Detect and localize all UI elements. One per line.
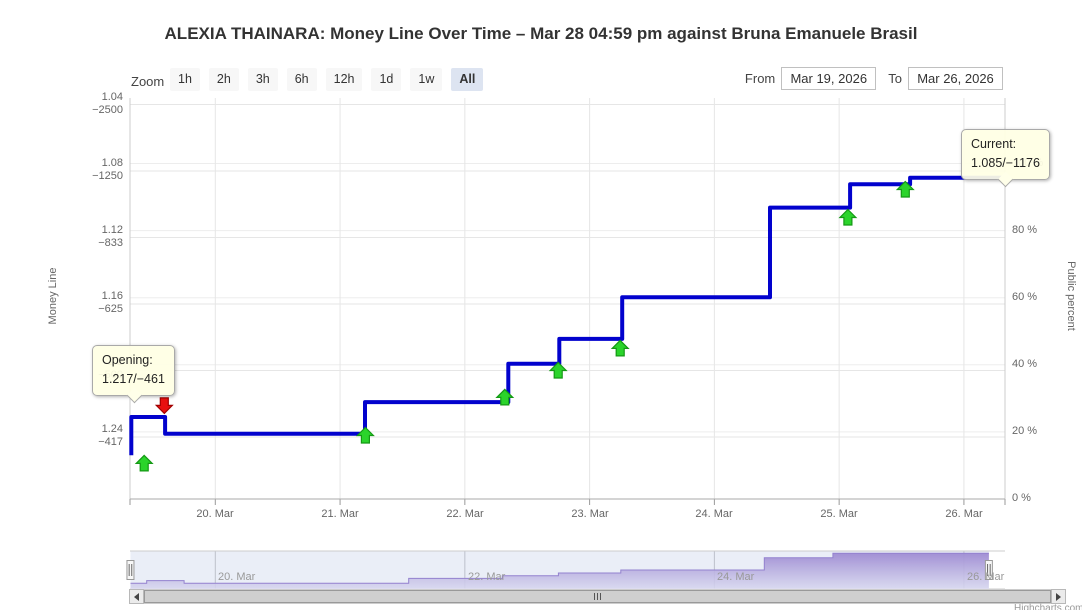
odds-up-marker-icon — [495, 388, 515, 406]
scrollbar-grip-icon — [594, 593, 595, 600]
to-label: To — [888, 71, 902, 86]
navigator-handle-left[interactable] — [126, 560, 135, 580]
zoom-button-12h[interactable]: 12h — [325, 68, 363, 91]
zoom-button-6h[interactable]: 6h — [286, 68, 317, 91]
scroll-right-icon — [1056, 592, 1061, 601]
scrollbar-thumb[interactable] — [144, 590, 1051, 603]
zoom-button-3h[interactable]: 3h — [247, 68, 278, 91]
opening-tooltip-label: Opening: — [102, 353, 153, 367]
from-date-input[interactable] — [781, 67, 877, 90]
money-line-series — [129, 175, 1006, 456]
odds-up-marker-icon — [838, 208, 858, 226]
scroll-left-icon — [134, 592, 139, 601]
navigator-handle-right[interactable] — [984, 560, 993, 580]
scrollbar-left-button[interactable] — [129, 589, 144, 604]
odds-up-marker-icon — [610, 339, 630, 357]
navigator-area-series — [130, 553, 989, 589]
odds-up-marker-icon — [355, 426, 375, 444]
current-tooltip-label: Current: — [971, 137, 1017, 151]
opening-tooltip: Opening: 1.217/−461 — [92, 345, 175, 404]
current-tooltip: Current: 1.085/−1176 — [961, 129, 1050, 188]
navigator-series-line — [130, 552, 989, 584]
zoom-button-1h[interactable]: 1h — [170, 68, 200, 91]
odds-up-marker-icon — [548, 361, 568, 379]
navigator-selected-mask[interactable] — [130, 551, 989, 589]
odds-down-marker-icon — [154, 397, 174, 415]
zoom-button-1d[interactable]: 1d — [371, 68, 402, 91]
scrollbar-right-button[interactable] — [1051, 589, 1066, 604]
opening-tooltip-value: 1.217/−461 — [102, 372, 165, 387]
odds-up-marker-icon — [895, 180, 915, 198]
scrollbar — [129, 589, 1066, 604]
zoom-label: Zoom — [131, 74, 165, 89]
scrollbar-grip-icon — [600, 593, 601, 600]
date-range-controls: From To — [739, 67, 1003, 90]
zoom-button-group: 1h 2h 3h 6h 12h 1d 1w All — [170, 68, 484, 91]
from-label: From — [744, 71, 776, 86]
odds-up-marker-icon — [134, 454, 154, 472]
zoom-button-1w[interactable]: 1w — [410, 68, 443, 91]
chart-title: ALEXIA THAINARA: Money Line Over Time – … — [164, 24, 918, 43]
zoom-button-all[interactable]: All — [451, 68, 484, 91]
scrollbar-track[interactable] — [144, 589, 1051, 604]
zoom-button-2h[interactable]: 2h — [208, 68, 239, 91]
to-date-input[interactable] — [908, 67, 1003, 90]
scrollbar-grip-icon — [597, 593, 598, 600]
highcharts-credit: Highcharts.com — [1014, 603, 1082, 610]
current-tooltip-value: 1.085/−1176 — [971, 156, 1040, 171]
